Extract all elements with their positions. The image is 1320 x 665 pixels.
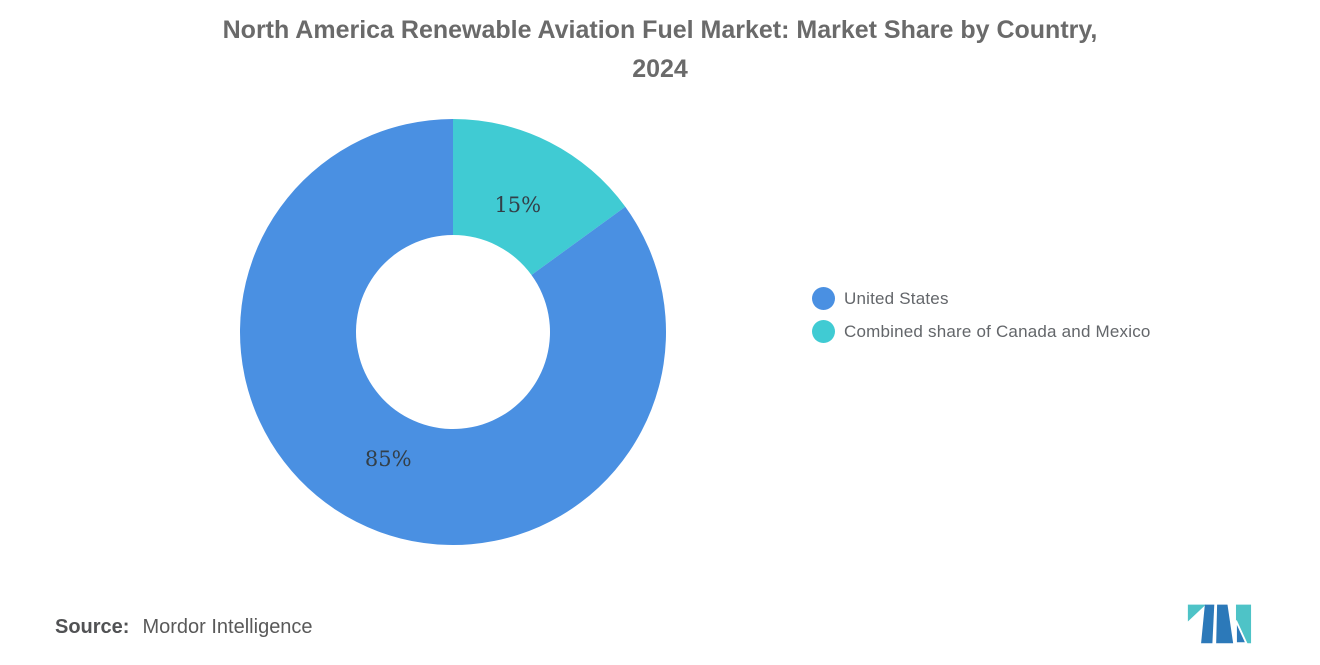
legend-item-united-states: United States [812,283,1151,314]
source-prefix: Source: [55,616,130,638]
donut-chart: 15% 85% [240,119,666,545]
legend-swatch-united-states [812,287,835,310]
logo-blue-right-triangle [1235,620,1248,645]
source-line: Source: Mordor Intelligence [55,616,313,639]
donut-slice-85pct [240,119,666,545]
chart-title: North America Renewable Aviation Fuel Ma… [0,11,1320,89]
chart-title-line1: North America Renewable Aviation Fuel Ma… [222,16,1098,44]
donut-slice-15pct [453,119,626,275]
mordor-intelligence-logo [1187,604,1252,645]
legend-swatch-canada-mexico [812,320,835,343]
source-text: Mordor Intelligence [142,616,313,638]
legend-label-united-states: United States [844,288,949,308]
chart-title-line2: 2024 [632,55,688,83]
slice-percentage-label-15: 15% [494,193,541,217]
legend: United States Combined share of Canada a… [812,283,1151,349]
logo-blue-left-stroke [1201,604,1215,644]
slice-percentage-label-85: 85% [365,447,412,471]
logo-blue-middle-stroke [1216,604,1234,644]
legend-label-canada-mexico: Combined share of Canada and Mexico [844,321,1151,341]
logo-teal-triangle [1187,604,1206,622]
legend-item-canada-mexico: Combined share of Canada and Mexico [812,316,1151,347]
